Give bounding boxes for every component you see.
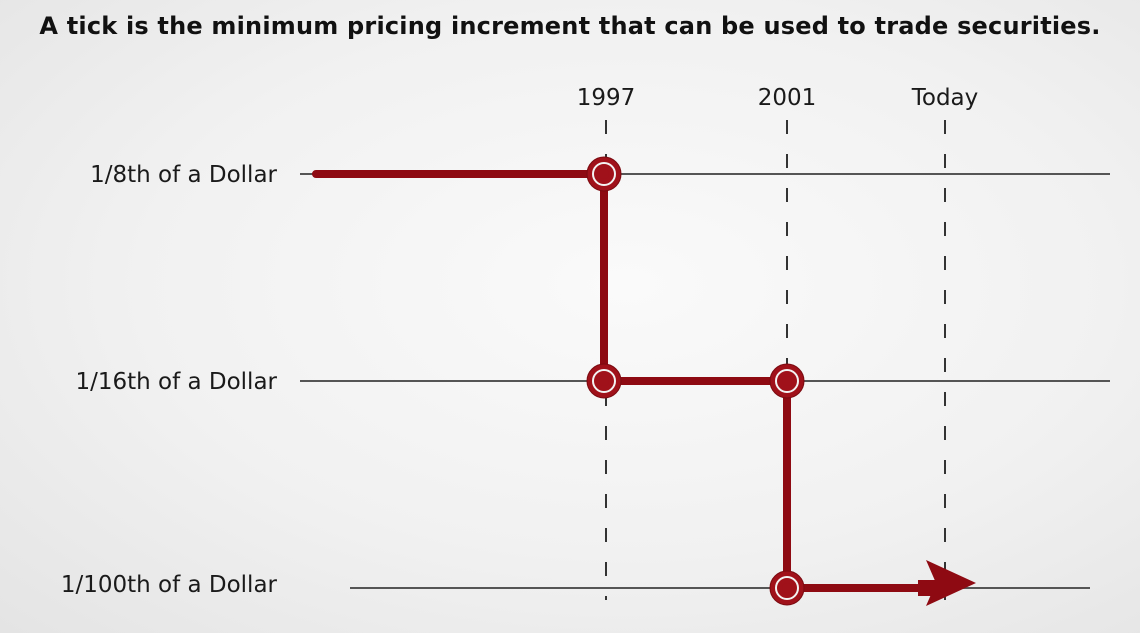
year-label-today: Today	[911, 85, 979, 111]
row-label-eighth: 1/8th of a Dollar	[90, 162, 277, 188]
marker-2001-hundredth	[769, 570, 805, 606]
today-arrowhead	[926, 560, 976, 606]
tick-size-step-path	[312, 170, 939, 592]
row-label-hundredth: 1/100th of a Dollar	[61, 572, 278, 598]
marker-1997-sixteenth	[586, 363, 622, 399]
arrow-shaft-end	[918, 580, 936, 596]
marker-1997-eighth	[586, 156, 622, 192]
year-label-2001: 2001	[758, 85, 817, 111]
year-label-1997: 1997	[577, 85, 636, 111]
row-label-sixteenth: 1/16th of a Dollar	[75, 369, 277, 395]
diagram-title: A tick is the minimum pricing increment …	[39, 12, 1101, 40]
marker-2001-sixteenth	[769, 363, 805, 399]
